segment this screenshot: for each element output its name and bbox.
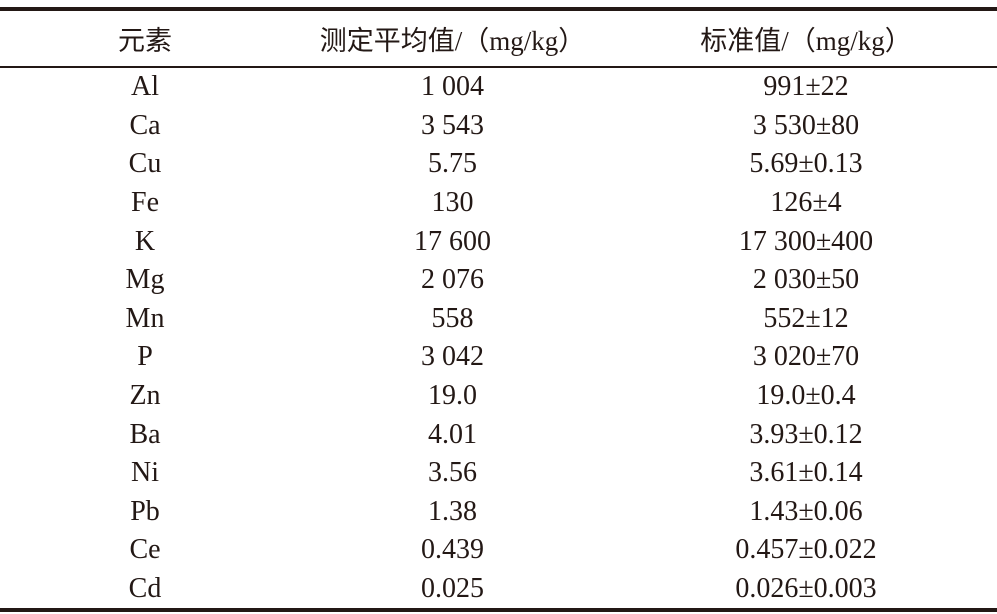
table-cell: 4.01 xyxy=(428,418,477,450)
table-row: Cu 5.75 5.69±0.13 xyxy=(0,145,997,184)
table-cell: 19.0 xyxy=(428,380,477,412)
table-cell: 558 xyxy=(431,302,474,334)
header-cell: 元素 xyxy=(118,26,172,56)
table-cell: 1.38 xyxy=(428,495,477,527)
table-cell: 3 042 xyxy=(421,341,484,373)
table-cell: Pb xyxy=(130,495,160,527)
header-row: 元素 测定平均值/（mg/kg） 标准值/（mg/kg） xyxy=(0,9,997,67)
table-cell: Ca xyxy=(129,109,161,141)
table-row: Zn 19.0 19.0±0.4 xyxy=(0,377,997,416)
table-cell: 3 020±70 xyxy=(752,341,860,373)
table-cell: Al xyxy=(131,71,159,103)
table-row: Ca 3 543 3 530±80 xyxy=(0,107,997,146)
table-row: Mn 558 552±12 xyxy=(0,300,997,339)
table-cell: 1.43±0.06 xyxy=(749,495,863,527)
table-cell: Fe xyxy=(131,187,159,219)
table-row: Pb 1.38 1.43±0.06 xyxy=(0,493,997,532)
table-row: P 3 042 3 020±70 xyxy=(0,338,997,377)
table-cell: 3.93±0.12 xyxy=(749,418,863,450)
table-row: Cd 0.025 0.026±0.003 xyxy=(0,570,997,611)
table-cell: 17 600 xyxy=(414,225,491,257)
table-row: Ce 0.439 0.457±0.022 xyxy=(0,531,997,570)
table-cell: Mg xyxy=(125,264,165,296)
table-cell: 1 004 xyxy=(421,71,484,103)
table-cell: 0.025 xyxy=(421,573,484,605)
table-cell: Ni xyxy=(131,457,159,489)
table-cell: 3.61±0.14 xyxy=(749,457,863,489)
data-table: 元素 测定平均值/（mg/kg） 标准值/（mg/kg） Al 1 004 991±22… xyxy=(0,7,997,612)
table-cell: Cu xyxy=(128,148,162,180)
table-cell: 17 300±400 xyxy=(738,225,874,257)
table-row: Ni 3.56 3.61±0.14 xyxy=(0,454,997,493)
table-cell: K xyxy=(134,225,156,257)
table-cell: 3.56 xyxy=(428,457,477,489)
table-cell: 2 030±50 xyxy=(752,264,860,296)
table-cell: 126±4 xyxy=(770,187,842,219)
table-cell: Ce xyxy=(129,534,161,566)
table-cell: 19.0±0.4 xyxy=(756,380,856,412)
table-cell: P xyxy=(137,341,153,373)
table-cell: 2 076 xyxy=(421,264,484,296)
table-cell: 3 530±80 xyxy=(752,109,860,141)
table-cell: Zn xyxy=(129,380,161,412)
table-cell: 552±12 xyxy=(763,302,849,334)
table-cell: 130 xyxy=(431,187,474,219)
table-cell: Ba xyxy=(129,418,161,450)
table-cell: 3 543 xyxy=(421,109,484,141)
table-cell: 5.69±0.13 xyxy=(749,148,863,180)
table-cell: 0.457±0.022 xyxy=(735,534,877,566)
table-cell: Cd xyxy=(128,573,162,605)
table-cell: 991±22 xyxy=(763,71,849,103)
table-cell: Mn xyxy=(125,302,165,334)
header-cell: 标准值/（mg/kg） xyxy=(700,26,912,56)
table-row: Fe 130 126±4 xyxy=(0,184,997,223)
table-body: Al 1 004 991±22 Ca 3 543 3 530±80 Cu 5.75 5.69±0… xyxy=(0,67,997,611)
table-row: Mg 2 076 2 030±50 xyxy=(0,261,997,300)
table-cell: 0.026±0.003 xyxy=(735,573,877,605)
header-cell: 测定平均值/（mg/kg） xyxy=(319,26,586,56)
table-header: 元素 测定平均值/（mg/kg） 标准值/（mg/kg） xyxy=(0,9,997,67)
table-cell: 5.75 xyxy=(428,148,477,180)
table-row: Al 1 004 991±22 xyxy=(0,67,997,107)
table-row: K 17 600 17 300±400 xyxy=(0,222,997,261)
table-row: Ba 4.01 3.93±0.12 xyxy=(0,415,997,454)
table-cell: 0.439 xyxy=(421,534,484,566)
